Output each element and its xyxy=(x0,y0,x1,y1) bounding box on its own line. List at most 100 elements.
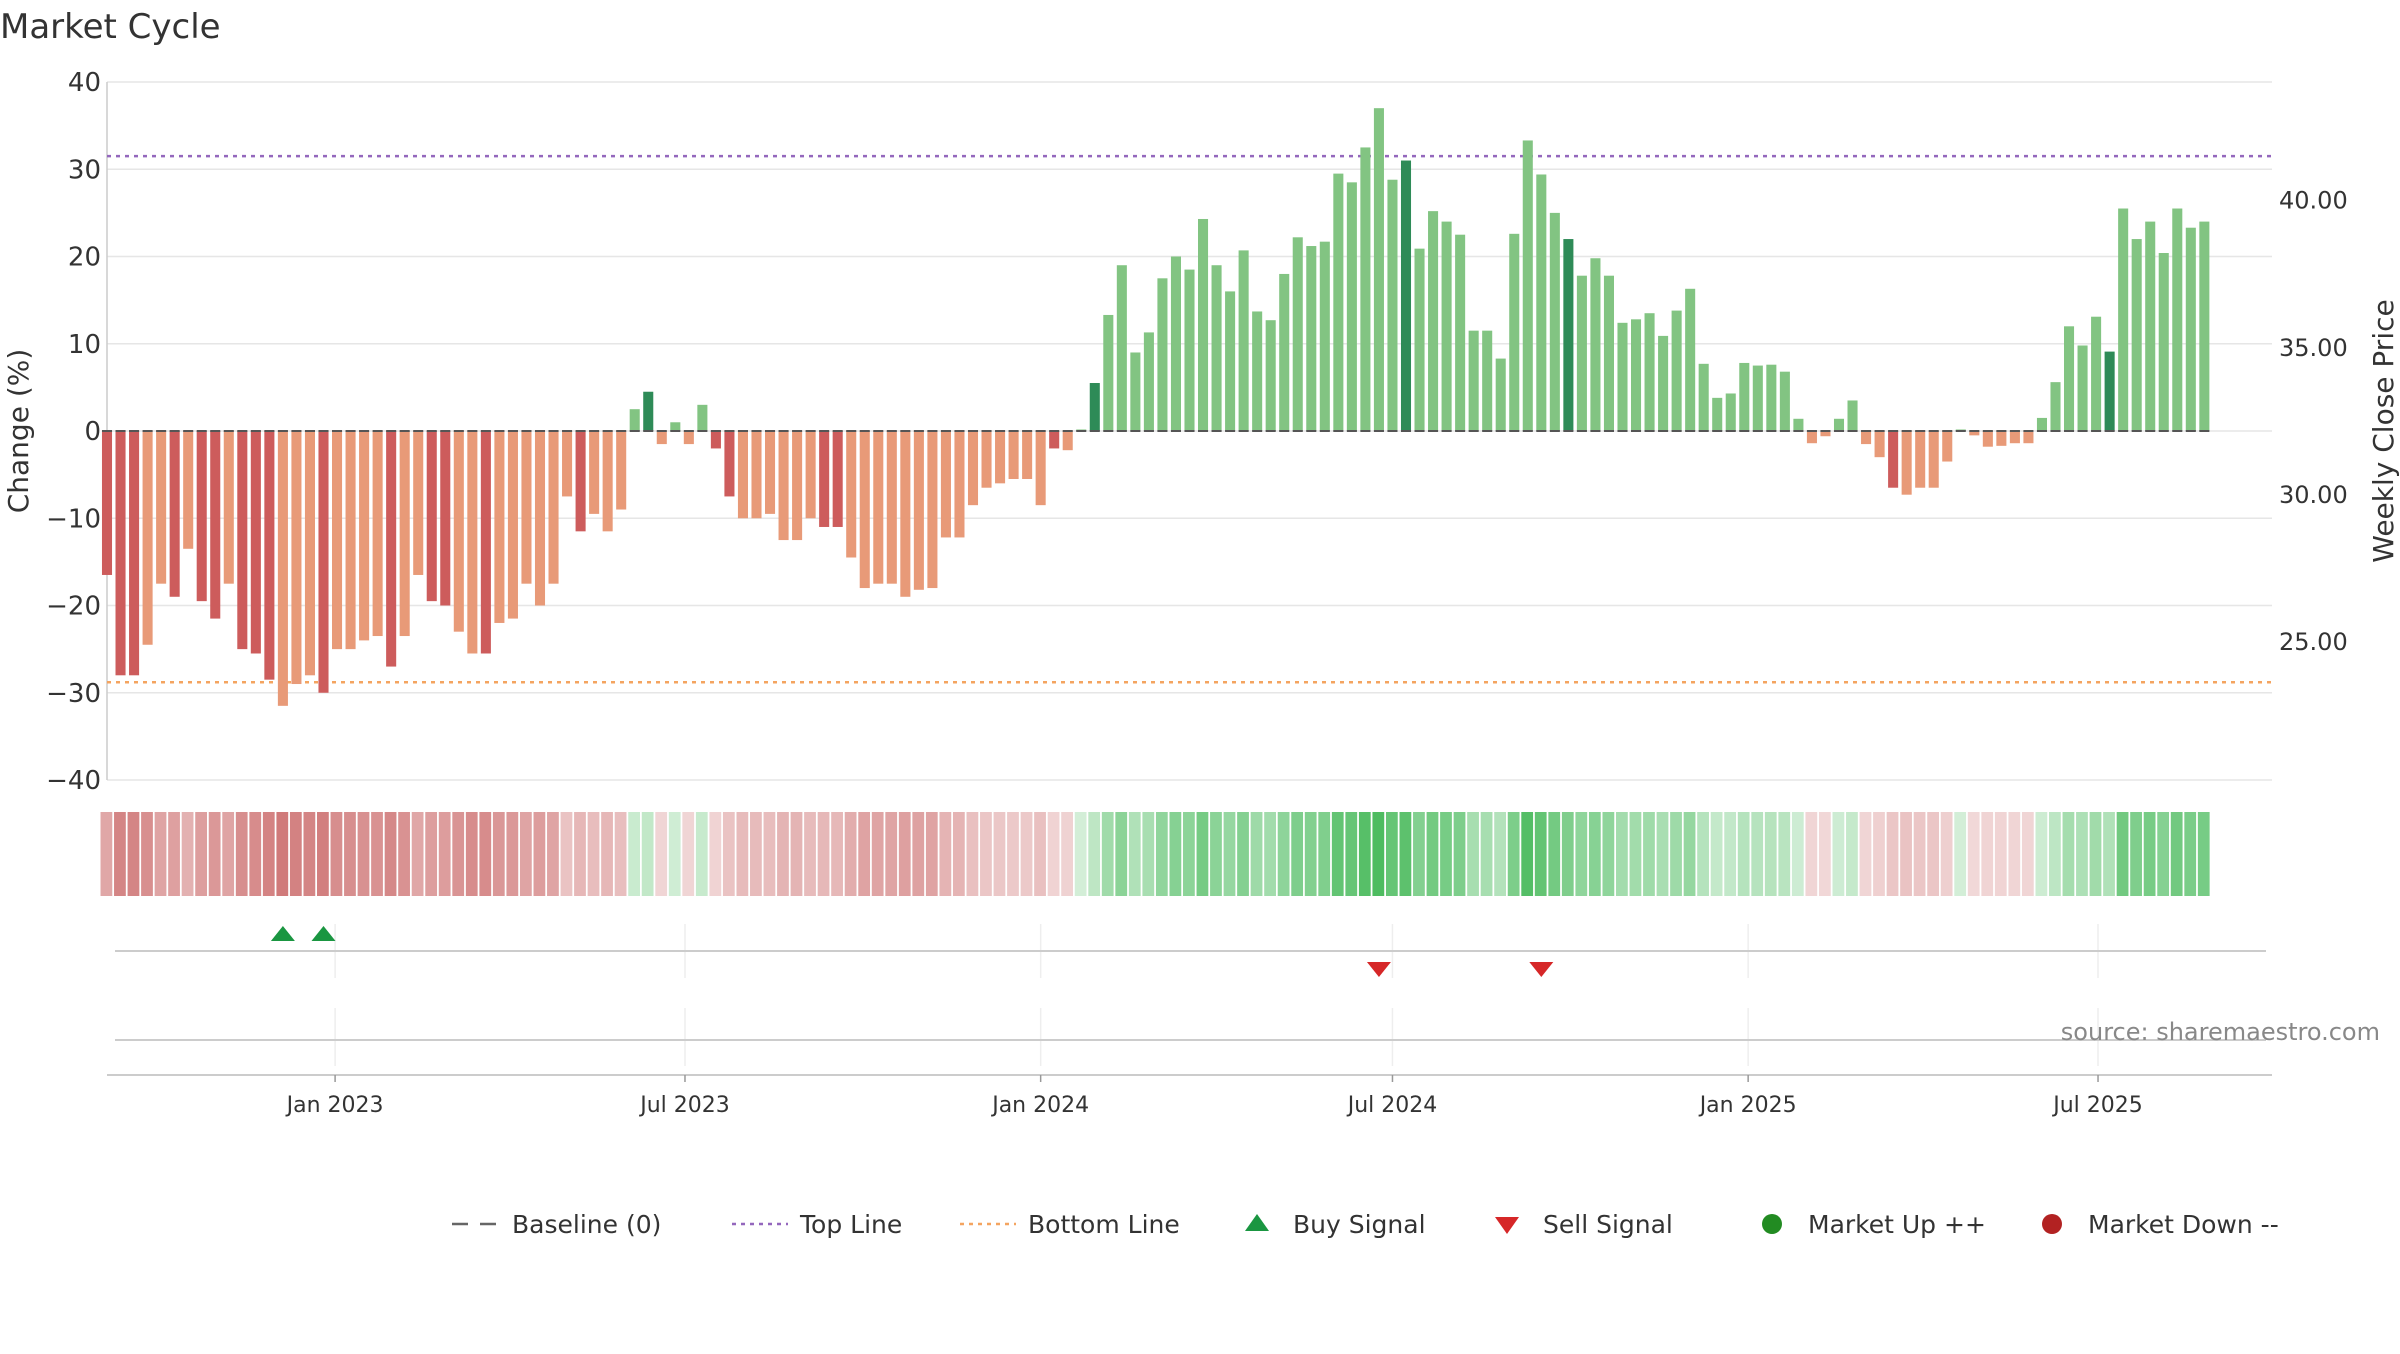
heat-cell xyxy=(2103,812,2115,896)
change-bar xyxy=(440,431,451,606)
y-axis-label-left: Change (%) xyxy=(2,349,35,514)
heat-cell xyxy=(1764,812,1777,896)
buy-signal-marker xyxy=(270,926,295,941)
heat-cell xyxy=(1602,812,1615,896)
heat-cell xyxy=(2143,812,2156,896)
heat-cell xyxy=(547,812,559,896)
change-bar xyxy=(1915,431,1926,488)
heat-cell xyxy=(2062,812,2075,896)
heat-cell xyxy=(1778,812,1791,896)
change-bar xyxy=(589,431,600,514)
heat-cell xyxy=(1304,812,1317,896)
heat-cell xyxy=(1250,812,1263,896)
heat-cell xyxy=(966,812,979,896)
heat-cell xyxy=(858,812,871,896)
change-bar xyxy=(1211,265,1222,431)
change-bar xyxy=(345,431,356,650)
heat-cell xyxy=(682,812,695,896)
heat-cell xyxy=(262,812,275,896)
heat-cell xyxy=(1805,812,1818,896)
heat-cell xyxy=(2157,812,2170,896)
heat-cell xyxy=(1521,812,1534,896)
legend-label-top: Top Line xyxy=(799,1210,902,1239)
heat-cell xyxy=(168,812,180,896)
heat-cell xyxy=(141,812,153,896)
heat-cell xyxy=(1345,812,1358,896)
heat-cell xyxy=(519,812,532,896)
change-bar xyxy=(575,431,586,532)
change-bar xyxy=(2199,221,2210,431)
change-bar xyxy=(1833,418,1845,431)
heat-strip xyxy=(100,812,2210,896)
heat-cell xyxy=(831,812,843,896)
change-bar xyxy=(1996,431,2007,446)
y-tick-label: 20 xyxy=(68,243,101,273)
heat-cell xyxy=(114,812,126,896)
heat-cell xyxy=(1264,812,1276,896)
x-axis: Jan 2023 Jul 2023 Jan 2024 Jul 2024 Jan 2025… xyxy=(107,1074,2272,1118)
change-bar xyxy=(1793,418,1804,431)
heat-cell xyxy=(777,812,789,896)
heat-cell xyxy=(790,812,803,896)
change-bar xyxy=(1238,250,1249,431)
heat-cell xyxy=(1494,812,1507,896)
heat-cell xyxy=(1859,812,1872,896)
change-bar xyxy=(1820,431,1831,437)
heat-cell xyxy=(1561,812,1574,896)
change-bar xyxy=(1901,431,1912,495)
change-bar xyxy=(250,431,261,654)
heat-cell xyxy=(1629,812,1642,896)
legend-label-bottom: Bottom Line xyxy=(1028,1210,1180,1239)
x-tick-label: Jan 2025 xyxy=(1698,1093,1797,1118)
legend-label-buy: Buy Signal xyxy=(1293,1210,1426,1239)
heat-cell xyxy=(1237,812,1249,896)
change-bar xyxy=(2145,221,2156,431)
bars-layer xyxy=(101,108,2210,706)
heat-cell xyxy=(1927,812,1940,896)
change-bar xyxy=(1265,320,1276,431)
change-bar xyxy=(1509,233,1520,431)
change-bar xyxy=(1969,431,1980,436)
change-bar xyxy=(1306,246,1317,431)
heat-cell xyxy=(2197,812,2210,896)
heat-cell xyxy=(1115,812,1128,896)
heat-cell xyxy=(344,812,356,896)
change-bar xyxy=(304,431,315,676)
heat-cell xyxy=(1724,812,1737,896)
change-bar xyxy=(751,431,762,519)
change-bar xyxy=(737,431,748,519)
heat-cell xyxy=(303,812,316,896)
change-bar xyxy=(1631,319,1642,431)
change-bar xyxy=(2185,227,2196,431)
heat-cell xyxy=(709,812,722,896)
change-bar xyxy=(1982,431,1993,447)
change-bar xyxy=(1116,265,1127,431)
heat-cell xyxy=(1616,812,1628,896)
heat-cell xyxy=(2089,812,2102,896)
change-bar xyxy=(940,431,951,538)
y-tick-label: 40 xyxy=(68,68,101,98)
change-bar xyxy=(656,431,667,445)
change-bar xyxy=(534,431,546,606)
heat-cell xyxy=(817,812,830,896)
heat-cell xyxy=(1683,812,1696,896)
change-bar xyxy=(1712,397,1723,431)
change-bar xyxy=(819,431,830,527)
heat-cell xyxy=(2076,812,2088,896)
change-bar xyxy=(967,431,979,506)
right-tick-label: 35.00 xyxy=(2279,334,2348,362)
change-bar xyxy=(2118,208,2129,431)
heat-cell xyxy=(1940,812,1953,896)
heat-cell xyxy=(506,812,519,896)
heat-cell xyxy=(1751,812,1764,896)
change-bar xyxy=(2158,253,2169,431)
heat-cell xyxy=(2021,812,2034,896)
heat-cell xyxy=(1548,812,1561,896)
change-bar xyxy=(277,431,288,706)
sell-signal-marker xyxy=(1366,962,1391,977)
legend-swatch-sell xyxy=(1495,1217,1519,1234)
change-bar xyxy=(1861,431,1872,445)
heat-cell xyxy=(452,812,465,896)
change-bar xyxy=(629,409,640,431)
